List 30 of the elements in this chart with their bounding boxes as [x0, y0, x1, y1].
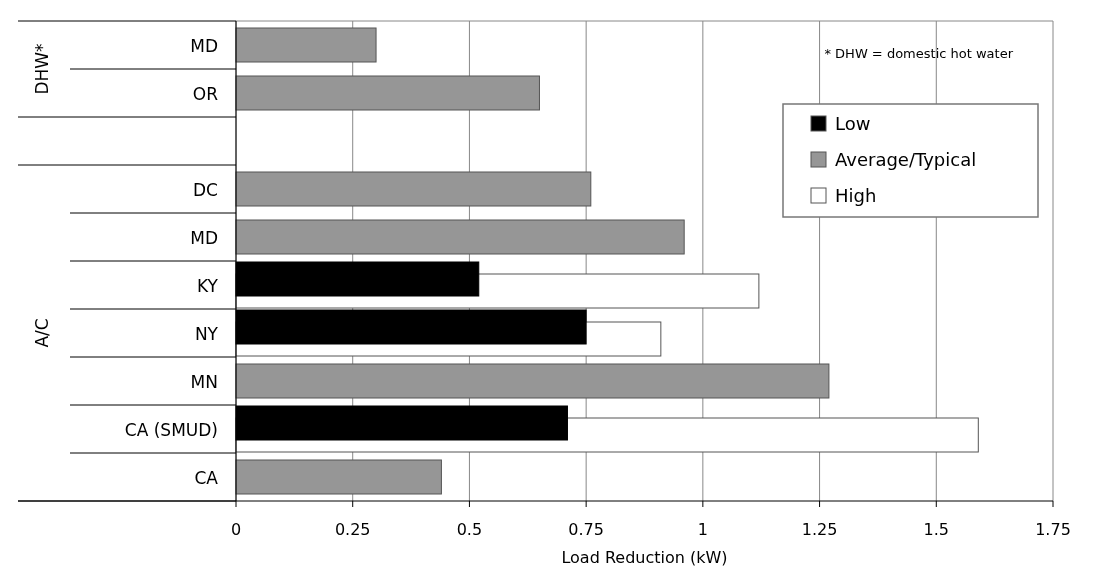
bar [235, 27, 377, 63]
text: A/C [32, 318, 52, 348]
bar [235, 171, 592, 207]
bar [235, 459, 442, 495]
x-axis-title: Load Reduction (kW) [561, 548, 728, 567]
y-tick-label: MN [190, 372, 218, 392]
legend-label: Average/Typical [835, 149, 977, 170]
bar [235, 219, 685, 255]
y-tick-label: DC [193, 180, 218, 200]
x-tick-label: 1.75 [1035, 520, 1071, 539]
y-tick-label: CA (SMUD) [124, 420, 218, 440]
y-tick-label: NY [194, 324, 219, 344]
bar [235, 75, 540, 111]
x-tick-label: 1.5 [923, 520, 950, 539]
legend-label: Low [835, 113, 871, 134]
x-tick-label: 0.25 [334, 520, 371, 539]
x-tick-label: 1.25 [801, 520, 838, 539]
x-tick-label: 0.5 [456, 520, 483, 539]
y-tick-label: MD [190, 36, 218, 56]
x-tick-label: 1 [697, 520, 708, 539]
bar [235, 363, 830, 399]
x-tick-label: 0.75 [568, 520, 604, 539]
legend-label: High [835, 185, 877, 206]
x-tick-label: 0 [230, 520, 242, 539]
y-tick-label: CA [194, 468, 219, 488]
y-tick-label: OR [192, 84, 219, 104]
annotation: * DHW = domestic hot water [824, 46, 1014, 61]
y-tick-label: KY [197, 276, 219, 296]
y-tick-label: MD [190, 228, 218, 248]
text: DHW* [32, 43, 52, 95]
